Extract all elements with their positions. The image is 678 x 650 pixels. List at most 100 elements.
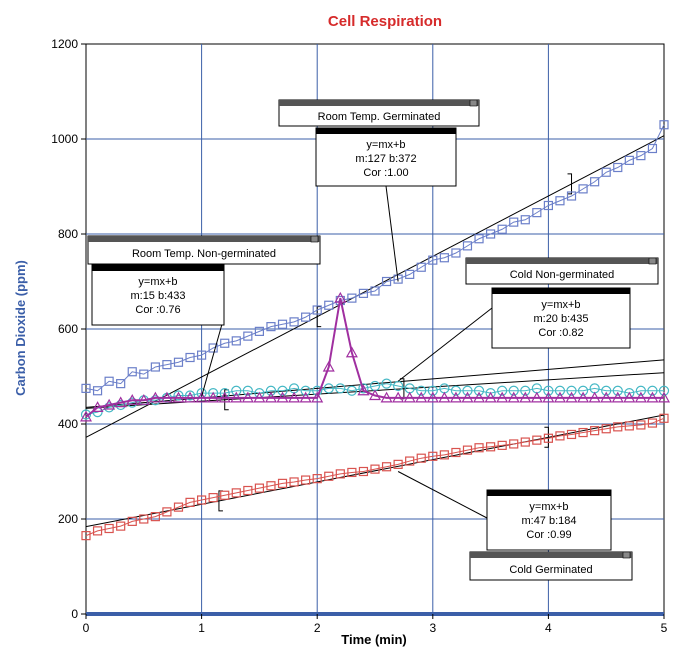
annotation-pointer <box>397 471 488 519</box>
data-point <box>139 369 149 379</box>
data-point <box>335 469 345 479</box>
data-point <box>184 391 197 403</box>
data-point <box>301 312 311 322</box>
data-point <box>647 143 658 154</box>
fit-params: m:20 b:435 <box>533 313 588 325</box>
annotation-fit-bar <box>92 265 224 271</box>
data-point <box>554 385 566 396</box>
data-point <box>173 390 184 401</box>
data-point <box>127 516 137 526</box>
data-point <box>658 385 670 396</box>
fit-bracket <box>544 426 549 448</box>
annotation-close-icon <box>310 235 319 243</box>
data-point <box>266 481 276 491</box>
annotation-fit-frame <box>486 489 612 551</box>
data-point <box>634 391 647 403</box>
data-point <box>542 391 555 403</box>
x-tick-label: 4 <box>545 621 552 635</box>
data-point <box>647 385 658 396</box>
data-point <box>323 383 334 394</box>
data-point <box>277 319 288 329</box>
annotation-fit-frame <box>315 127 457 187</box>
fit-bracket <box>567 173 573 195</box>
data-point <box>173 357 184 367</box>
data-point <box>220 338 230 348</box>
data-point <box>657 391 671 403</box>
fit-params: m:15 b:433 <box>130 290 185 302</box>
data-point <box>162 507 172 517</box>
annotation-close-icon <box>622 551 631 559</box>
data-point <box>659 120 669 130</box>
data-point <box>520 437 530 447</box>
data-point <box>185 352 195 363</box>
data-point <box>392 391 405 403</box>
data-point <box>380 391 393 403</box>
data-point <box>462 241 473 251</box>
data-point <box>184 390 196 401</box>
data-point <box>508 385 519 396</box>
data-point <box>312 305 322 315</box>
data-point <box>81 383 91 393</box>
data-point <box>334 291 347 303</box>
data-point <box>324 300 334 310</box>
data-point <box>507 391 520 403</box>
data-point <box>600 391 613 403</box>
data-point <box>243 485 253 496</box>
data-point <box>601 424 611 434</box>
data-point <box>428 451 438 461</box>
data-point <box>450 385 462 396</box>
fit-params: m:127 b:372 <box>355 153 416 165</box>
data-point <box>405 269 415 279</box>
data-point <box>590 177 600 187</box>
data-point <box>566 429 577 440</box>
y-tick-label: 0 <box>71 607 78 621</box>
data-point <box>577 385 589 396</box>
data-point <box>197 495 207 505</box>
data-point <box>370 464 380 474</box>
annotation-fit-box: y=mx+b m:20 b:435 Cor :0.82 <box>491 287 631 349</box>
data-point <box>345 346 358 358</box>
data-point <box>543 200 554 211</box>
data-point <box>197 350 207 360</box>
data-point <box>416 385 427 396</box>
x-tick-label: 2 <box>314 621 321 635</box>
fit-bracket <box>224 389 229 411</box>
data-point <box>577 391 590 403</box>
data-point <box>149 391 162 403</box>
data-point <box>381 378 392 389</box>
annotation-fit-bar <box>492 288 630 294</box>
data-point <box>530 391 543 403</box>
data-point <box>324 471 334 481</box>
data-point <box>208 343 218 353</box>
data-point <box>254 326 264 336</box>
data-point <box>91 401 104 412</box>
annotation-title-bar <box>470 552 632 558</box>
annotation-title-box: Cold Non-germinated <box>465 257 659 285</box>
data-point <box>427 385 438 396</box>
data-point <box>623 391 636 403</box>
annotation-pointer <box>201 316 225 397</box>
data-point <box>415 391 428 403</box>
data-point <box>612 385 623 396</box>
fit-correlation: Cor :1.00 <box>363 167 408 179</box>
data-point <box>578 184 588 194</box>
data-point <box>601 167 611 177</box>
data-point <box>635 385 646 396</box>
data-point <box>381 462 392 472</box>
data-point <box>368 389 382 401</box>
data-point <box>207 391 220 403</box>
data-point <box>636 151 646 161</box>
annotation-title: Room Temp. Germinated <box>318 111 441 123</box>
data-point <box>474 443 484 453</box>
fit-bracket <box>316 306 322 328</box>
y-tick-label: 800 <box>58 227 78 241</box>
data-point <box>566 191 577 201</box>
chart-title: Cell Respiration <box>328 13 442 30</box>
data-point <box>486 442 496 452</box>
annotation-close-icon <box>648 257 657 265</box>
data-point <box>220 490 230 500</box>
annotation-title-bar <box>279 100 479 106</box>
series-line <box>85 383 664 415</box>
data-point <box>103 398 116 410</box>
data-point <box>289 477 299 487</box>
